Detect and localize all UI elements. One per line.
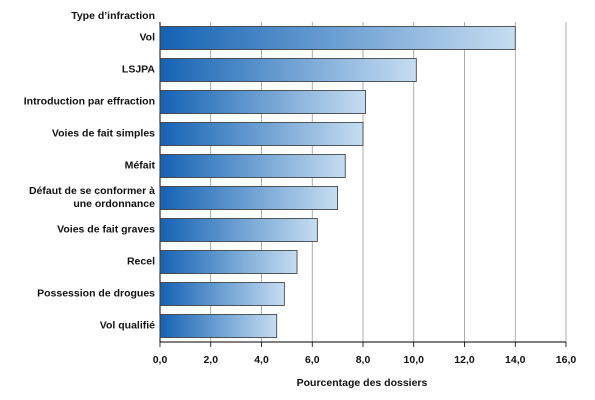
bar — [159, 154, 346, 178]
y-tick-label: Voies de fait graves — [57, 223, 155, 236]
y-tick-label: Défaut de se conformer à une ordonnance — [28, 185, 155, 210]
y-tick-label: Vol — [139, 31, 155, 44]
x-tick-label: 12,0 — [454, 354, 475, 366]
x-tick-label: 16,0 — [555, 354, 577, 366]
y-tick-label: Voies de fait simples — [51, 127, 155, 140]
y-tick-label: LSJPA — [121, 63, 155, 76]
bar — [159, 58, 417, 82]
x-tick-label: 4,0 — [254, 354, 269, 366]
x-tick-label: 10,0 — [403, 354, 424, 366]
bar — [159, 218, 318, 242]
y-tick-label: Vol qualifié — [99, 319, 155, 332]
bar — [159, 314, 278, 338]
bar — [159, 90, 366, 114]
x-tick-label: 0,0 — [152, 354, 168, 366]
y-tick-label: Possession de drogues — [37, 287, 155, 300]
y-tick-label: Recel — [126, 255, 155, 268]
bar — [159, 186, 339, 210]
x-tick-label: 8,0 — [355, 354, 371, 366]
y-tick-label: Introduction par effraction — [23, 95, 155, 108]
y-tick-label: Méfait — [124, 159, 155, 172]
x-tick-label: 14,0 — [505, 354, 526, 366]
bar — [159, 250, 298, 274]
bar — [159, 122, 364, 146]
bar — [159, 282, 285, 306]
x-axis-title: Pourcentage des dossiers — [296, 377, 428, 389]
bar — [159, 26, 516, 50]
x-tick-label: 6,0 — [304, 354, 320, 366]
y-axis-title: Type d’infraction — [71, 10, 155, 22]
x-tick-label: 2,0 — [203, 354, 219, 366]
